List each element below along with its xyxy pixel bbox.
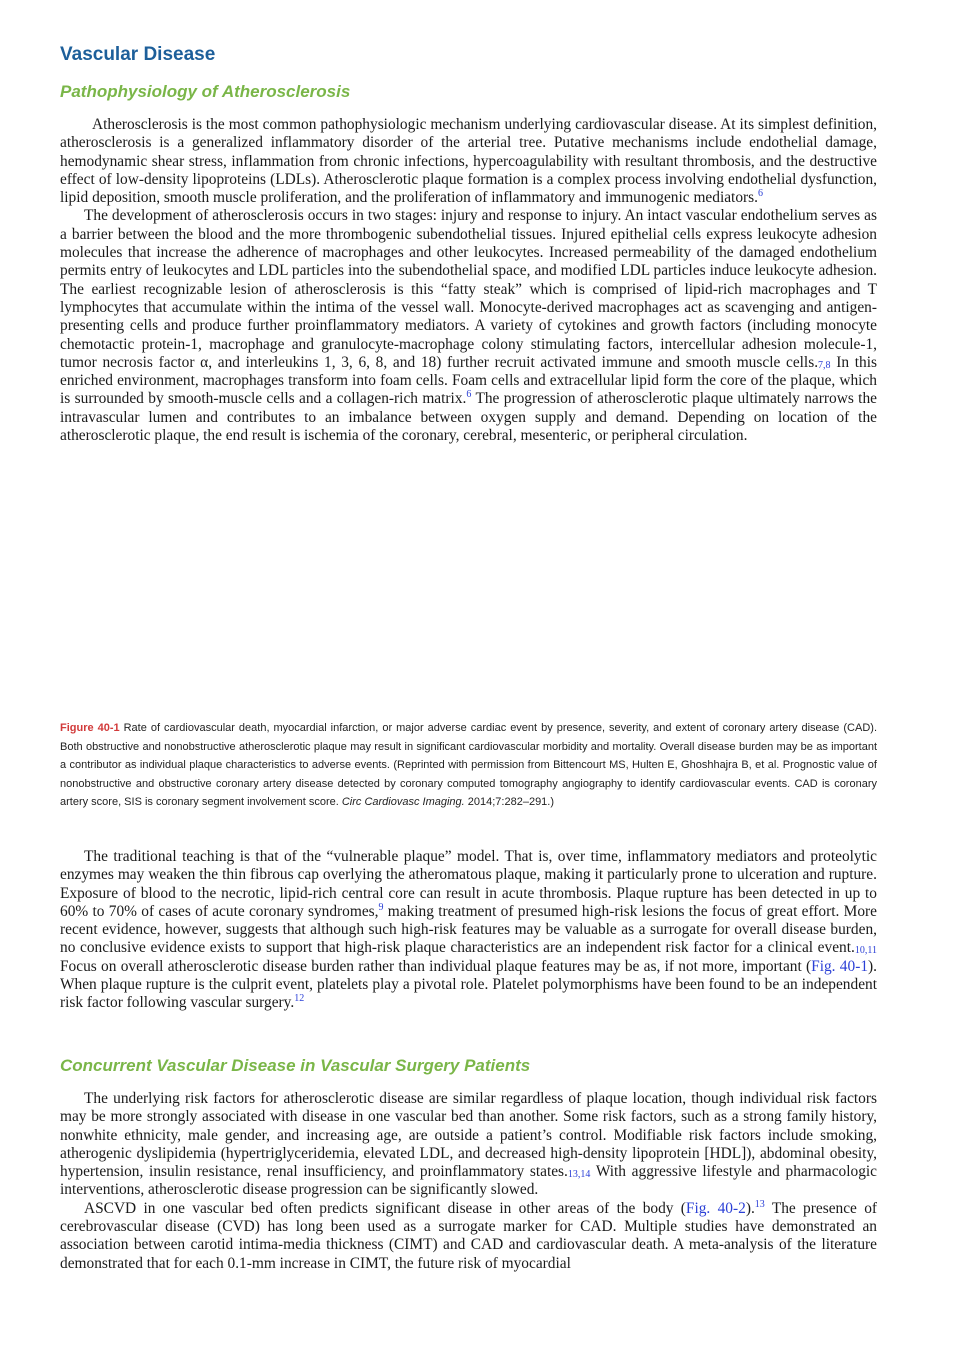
figure-caption: Figure 40-1 Rate of cardiovascular death… <box>60 719 877 812</box>
paragraph: The underlying risk factors for atherosc… <box>60 1090 877 1200</box>
text-run: Rate of cardiovascular death, myocardial… <box>60 722 877 809</box>
text-run: making treatment of presumed high-risk l… <box>60 902 878 957</box>
citation: 13 <box>754 1198 765 1210</box>
citation: 7,8 <box>818 359 831 371</box>
page-title: Vascular Disease <box>60 44 216 65</box>
text-run: ). <box>745 1199 755 1217</box>
text-run: With aggressive lifestyle and pharmacolo… <box>60 1163 877 1199</box>
journal-name: Circ Cardiovasc Imaging. <box>341 796 465 809</box>
figure-label: Figure 40-1 <box>60 722 120 734</box>
text-run: The underlying risk factors for atherosc… <box>60 1090 877 1181</box>
text-run: The progression of atherosclerotic plaqu… <box>60 390 877 445</box>
text-run: The presence of cerebrovascular disease … <box>60 1199 878 1272</box>
citation: 13,14 <box>567 1169 591 1181</box>
text-run: In this enriched environment, macrophage… <box>60 353 877 408</box>
text-run: The traditional teaching is that of the … <box>60 848 877 920</box>
paragraph: Atherosclerosis is the most common patho… <box>60 116 877 207</box>
citation: 10,11 <box>854 945 877 957</box>
figure-link[interactable]: Fig. 40-2 <box>685 1199 746 1217</box>
paragraph: The traditional teaching is that of the … <box>60 848 877 1013</box>
citation: 6 <box>757 188 763 200</box>
text-run: ). When plaque rupture is the culprit ev… <box>60 957 877 1012</box>
text-run: 2014;7:282–291.) <box>464 796 555 809</box>
figure-link[interactable]: Fig. 40-1 <box>811 957 869 975</box>
text-run: Focus on overall atherosclerotic disease… <box>60 957 812 975</box>
text-run: Atherosclerosis is the most common patho… <box>60 116 877 207</box>
section-body: The underlying risk factors for atherosc… <box>60 1090 877 1273</box>
text-run: ASCVD in one vascular bed often predicts… <box>84 1199 686 1217</box>
section-body: The traditional teaching is that of the … <box>60 848 877 1013</box>
text-run: The development of atherosclerosis occur… <box>60 207 877 371</box>
section-heading: Concurrent Vascular Disease in Vascular … <box>60 1056 531 1075</box>
citation: 6 <box>466 389 472 401</box>
paragraph: ASCVD in one vascular bed often predicts… <box>60 1198 878 1273</box>
paragraph: The development of atherosclerosis occur… <box>60 207 877 445</box>
citation: 9 <box>378 901 384 913</box>
citation: 12 <box>294 993 305 1005</box>
section-body: Atherosclerosis is the most common patho… <box>60 116 877 445</box>
section-heading: Pathophysiology of Atherosclerosis <box>60 82 351 101</box>
